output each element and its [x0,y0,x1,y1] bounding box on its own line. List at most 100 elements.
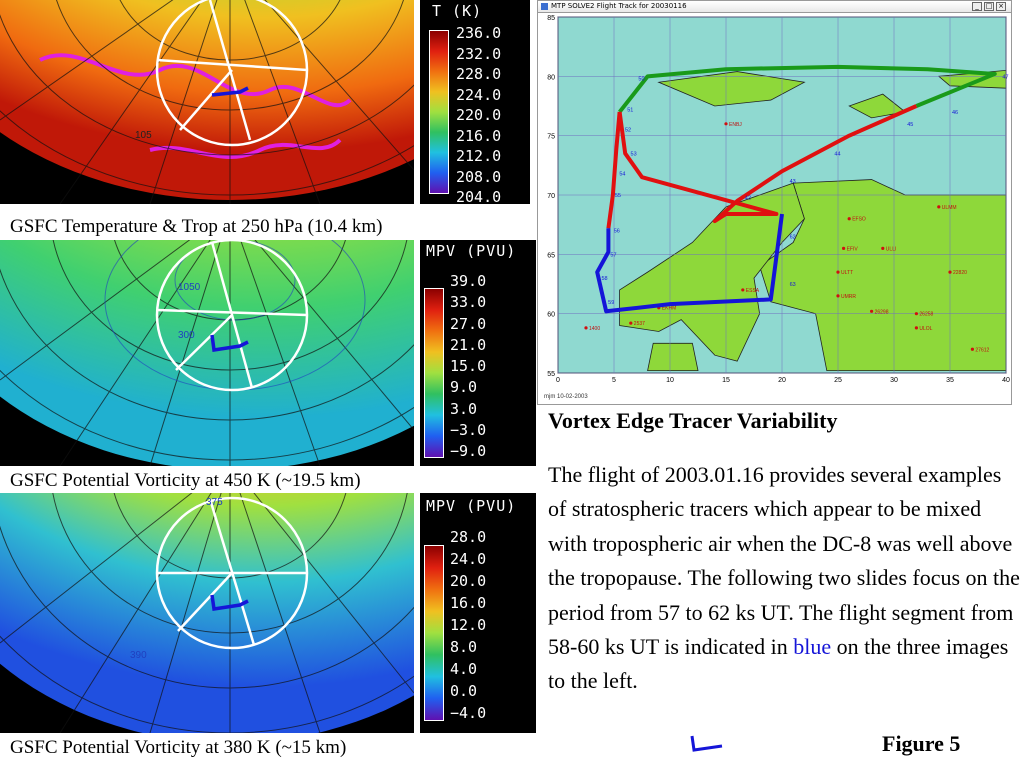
station-marker [847,217,851,221]
blue-segment-marker [690,735,723,752]
station-marker [948,270,952,274]
colorbar-tick-label: 212.0 [456,147,502,165]
flight-track-segment [595,213,784,314]
y-tick-label: 60 [547,312,555,319]
colorbar-tick-label: 20.0 [450,572,487,590]
y-tick-label: 55 [547,371,555,378]
colorbar-tick-label: 8.0 [450,638,478,656]
colorbar-scale [424,545,444,721]
station-marker [870,309,874,313]
station-label: ULMM [942,205,957,211]
y-tick-label: 70 [547,193,555,200]
colorbar-tick-label: 12.0 [450,616,487,634]
colorbar-title: T (K) [432,2,483,20]
temperature-colorbar: T (K) 236.0 232.0 228.0 224.0 220.0 216.0 212.… [420,0,530,206]
pv450-map: 1050 300 [0,240,414,466]
pv380-colorbar: MPV (PVU) 28.0 24.0 20.0 16.0 12.0 8.0 4.0 0.0 −… [420,493,536,733]
body-text-blue: blue [793,634,832,660]
colorbar-tick-label: 220.0 [456,106,502,124]
flight-track-segment [606,111,622,229]
waypoint-label: 45 [907,122,913,128]
station-label: ULOL [919,326,932,332]
waypoint-label: 62 [790,235,796,241]
station-label: 22820 [953,270,967,276]
waypoint-label: 44 [834,151,840,157]
colorbar-title: MPV (PVU) [426,497,517,515]
x-tick-label: 15 [722,377,730,384]
station-marker [914,312,918,316]
colorbar-tick-label: 4.0 [450,660,478,678]
station-label: 27612 [975,347,989,353]
station-marker [836,270,840,274]
x-tick-label: 10 [666,377,674,384]
body-text-end: on the three images to the left. [548,634,1009,694]
colorbar-tick-label: −4.0 [450,704,487,722]
minimize-button[interactable]: _ [972,2,982,11]
y-tick-label: 85 [547,15,555,22]
pv380-map: 390 375 [0,493,414,733]
temperature-map-panel: 105 [0,0,414,204]
station-label: ENBJ [729,122,742,128]
close-button[interactable]: × [996,2,1006,11]
waypoint-label: 63 [790,282,796,288]
station-label: ESSA [746,288,760,294]
station-label: EFSO [852,217,866,223]
waypoint-label: 57 [610,252,616,258]
flight-track-segment [617,104,918,224]
station-marker [970,347,974,351]
y-tick-label: 75 [547,134,555,141]
window-title: MTP SOLVE2 Flight Track for 20030116 [551,2,687,10]
y-tick-label: 65 [547,252,555,259]
colorbar-tick-label: 0.0 [450,682,478,700]
window-titlebar[interactable]: MTP SOLVE2 Flight Track for 20030116 _ □… [538,1,1011,13]
station-label: 2537 [634,321,645,327]
colorbar-tick-label: 9.0 [450,378,478,396]
station-label: 1400 [589,326,600,332]
colorbar-tick-label: −9.0 [450,442,487,460]
station-marker [584,326,588,330]
body-paragraph: The flight of 2003.01.16 provides severa… [548,458,1024,699]
x-tick-label: 0 [556,377,560,384]
colorbar-scale [424,288,444,458]
x-tick-label: 25 [834,377,842,384]
y-tick-label: 80 [547,74,555,81]
section-title: Vortex Edge Tracer Variability [548,408,838,433]
station-marker [914,326,918,330]
station-marker [842,246,846,250]
land-area [759,179,1007,372]
colorbar-title: MPV (PVU) [426,242,517,260]
colorbar-tick-label: 204.0 [456,188,502,206]
waypoint-label: 53 [631,151,637,157]
station-marker [881,246,885,250]
flight-track-window: MTP SOLVE2 Flight Track for 20030116 _ □… [537,0,1012,405]
station-marker [836,294,840,298]
pv380-map-panel: 390 375 [0,493,414,733]
waypoint-label: 50 [638,77,644,83]
maximize-button[interactable]: □ [984,2,994,11]
colorbar-tick-label: 236.0 [456,24,502,42]
chart-footer: mjm 10-02-2003 [544,394,588,400]
colorbar-tick-label: 39.0 [450,272,487,290]
station-label: ULLI [886,246,897,252]
station-label: EKHM [662,306,676,312]
waypoint-label: 43 [790,179,796,185]
colorbar-tick-label: 208.0 [456,168,502,186]
colorbar-tick-label: 3.0 [450,400,478,418]
colorbar-tick-label: 228.0 [456,65,502,83]
colorbar-tick-label: 24.0 [450,550,487,568]
app-icon [541,3,548,10]
colorbar-tick-label: 15.0 [450,357,487,375]
waypoint-label: 52 [625,128,631,134]
waypoint-label: 58 [601,276,607,282]
station-marker [629,321,633,325]
land-area [657,71,806,107]
waypoint-label: 51 [627,108,633,114]
station-marker [741,288,745,292]
flight-track-segment [618,64,997,114]
waypoint-label: 42 [745,195,751,201]
x-tick-label: 5 [612,377,616,384]
x-tick-label: 40 [1002,377,1010,384]
colorbar-tick-label: 16.0 [450,594,487,612]
waypoint-label: 59 [608,300,614,306]
map-contour-label: 390 [130,650,147,661]
